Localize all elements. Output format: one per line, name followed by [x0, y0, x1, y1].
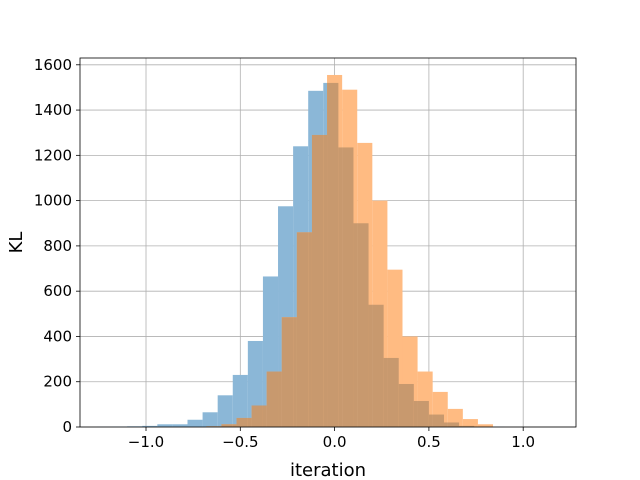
y-tick-label: 600 — [43, 282, 72, 300]
overlap-bar — [428, 414, 433, 427]
overlap-bar — [296, 232, 309, 427]
overlap-bar — [387, 357, 399, 427]
y-tick-label: 200 — [43, 373, 72, 391]
plot-frame — [79, 57, 577, 428]
histogram-bar — [462, 419, 478, 427]
overlap-bar — [353, 223, 358, 427]
overlap-bar — [236, 417, 248, 427]
histogram-bars — [96, 74, 505, 428]
histogram-bar — [202, 412, 218, 427]
overlap-bar — [278, 371, 282, 427]
overlap-bar — [413, 400, 418, 427]
overlap-bar — [311, 134, 324, 427]
x-tick-label: −1.0 — [128, 433, 164, 451]
overlap-bar — [383, 357, 388, 427]
x-tick-label: −0.5 — [222, 433, 258, 451]
overlap-bar — [308, 232, 312, 427]
y-tick-label: 1000 — [34, 192, 72, 210]
overlap-bar — [357, 223, 369, 427]
overlap-bar — [402, 383, 414, 427]
overlap-bar — [327, 82, 339, 427]
overlap-bar — [417, 400, 429, 427]
histogram-bar — [217, 395, 233, 427]
overlap-bar — [462, 425, 475, 427]
overlap-bar — [342, 147, 354, 428]
axis-ticks: −1.0 −0.5 0.0 0.5 1.0 0 200 400 600 800 1000 1200 14… — [34, 56, 535, 451]
histogram-bar — [157, 424, 173, 427]
overlap-bar — [323, 134, 328, 427]
overlap-bar — [398, 383, 403, 427]
overlap-bar — [232, 424, 237, 427]
overlap-bar — [293, 317, 297, 427]
overlap-bar — [266, 371, 279, 427]
y-tick-label: 400 — [43, 327, 72, 345]
histogram-bar — [142, 425, 158, 427]
overlap-bar — [262, 405, 267, 427]
overlap-bar — [338, 147, 343, 428]
overlap-bar — [247, 417, 252, 427]
overlap-bar — [447, 422, 460, 427]
overlap-bar — [251, 405, 263, 427]
overlap-bar — [281, 317, 294, 427]
y-tick-label: 1600 — [34, 56, 72, 74]
y-tick-label: 1200 — [34, 146, 72, 164]
overlap-bar — [443, 422, 448, 427]
overlap-bar — [432, 414, 444, 427]
x-axis-label: iteration — [290, 460, 366, 480]
histogram-bar — [172, 424, 188, 427]
histogram-bar — [232, 374, 248, 427]
overlap-bar — [221, 424, 233, 427]
y-tick-label: 1400 — [34, 101, 72, 119]
x-tick-label: 1.0 — [511, 433, 535, 451]
overlap-bars — [206, 82, 494, 428]
x-tick-label: 0.5 — [417, 433, 441, 451]
y-tick-label: 800 — [43, 237, 72, 255]
histogram-bar — [477, 424, 494, 427]
histogram-bar — [187, 419, 203, 427]
x-tick-label: 0.0 — [323, 433, 347, 451]
overlap-bar — [459, 425, 463, 427]
overlap-bar — [368, 304, 373, 427]
y-tick-label: 0 — [62, 418, 72, 436]
overlap-bar — [372, 304, 384, 427]
y-axis-label: KL — [6, 232, 27, 254]
